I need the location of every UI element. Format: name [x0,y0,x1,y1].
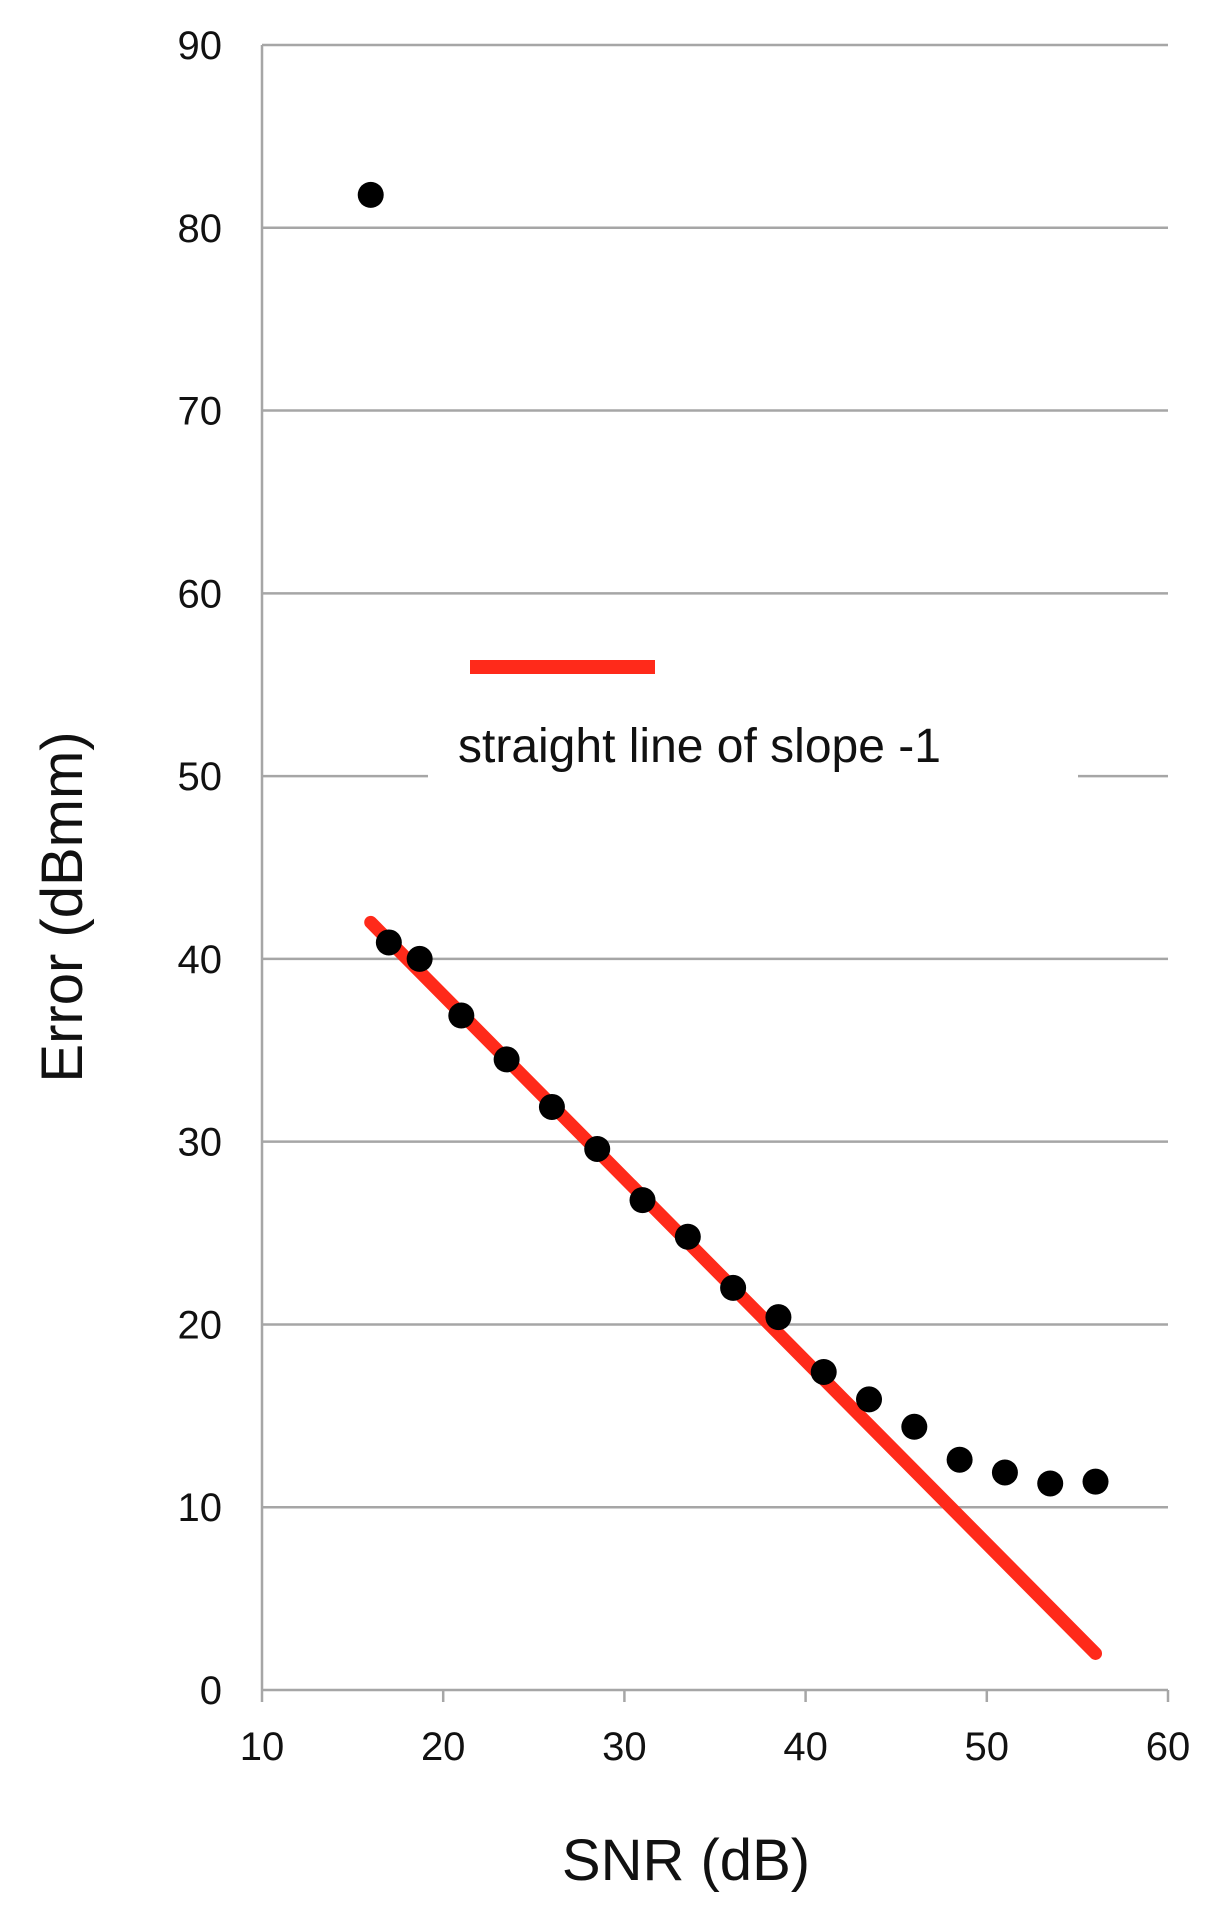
x-tick-label: 10 [240,1725,285,1769]
data-point [357,181,384,208]
data-point [856,1386,883,1413]
y-axis-title: Error (dBmm) [30,731,95,1082]
data-point [901,1413,928,1440]
legend-background [428,620,1078,790]
x-tick-label: 30 [602,1725,647,1769]
data-point [765,1304,792,1331]
legend: straight line of slope -1 [428,620,1078,790]
data-point [538,1093,565,1120]
y-tick-label: 30 [178,1121,223,1165]
y-tick-label: 40 [178,938,223,982]
data-points [357,181,1109,1497]
data-point [375,929,402,956]
y-tick-label: 90 [178,24,223,68]
x-tick-label: 60 [1146,1725,1191,1769]
x-axis-title: SNR (dB) [562,1828,810,1893]
y-tick-label: 0 [200,1669,222,1713]
y-tick-label: 60 [178,572,223,616]
data-point [674,1223,701,1250]
y-tick-label: 70 [178,390,223,434]
y-tick-label: 20 [178,1303,223,1347]
data-point [493,1046,520,1073]
data-point [406,945,433,972]
data-point [448,1002,475,1029]
data-point [629,1187,656,1214]
data-point [991,1459,1018,1486]
y-tick-label: 10 [178,1486,223,1530]
data-point [1037,1470,1064,1497]
x-tick-label: 40 [783,1725,828,1769]
data-point [584,1135,611,1162]
axes [260,45,1170,1702]
tick-labels: 0 10 20 30 40 50 60 70 80 90 10 20 30 40 50 60 [178,24,1191,1769]
data-point [810,1358,837,1385]
y-tick-label: 50 [178,755,223,799]
x-tick-label: 50 [965,1725,1010,1769]
y-tick-label: 80 [178,207,223,251]
data-point [720,1274,747,1301]
legend-label: straight line of slope -1 [458,720,941,773]
data-point [1082,1468,1109,1495]
data-point [946,1446,973,1473]
x-tick-label: 20 [421,1725,466,1769]
